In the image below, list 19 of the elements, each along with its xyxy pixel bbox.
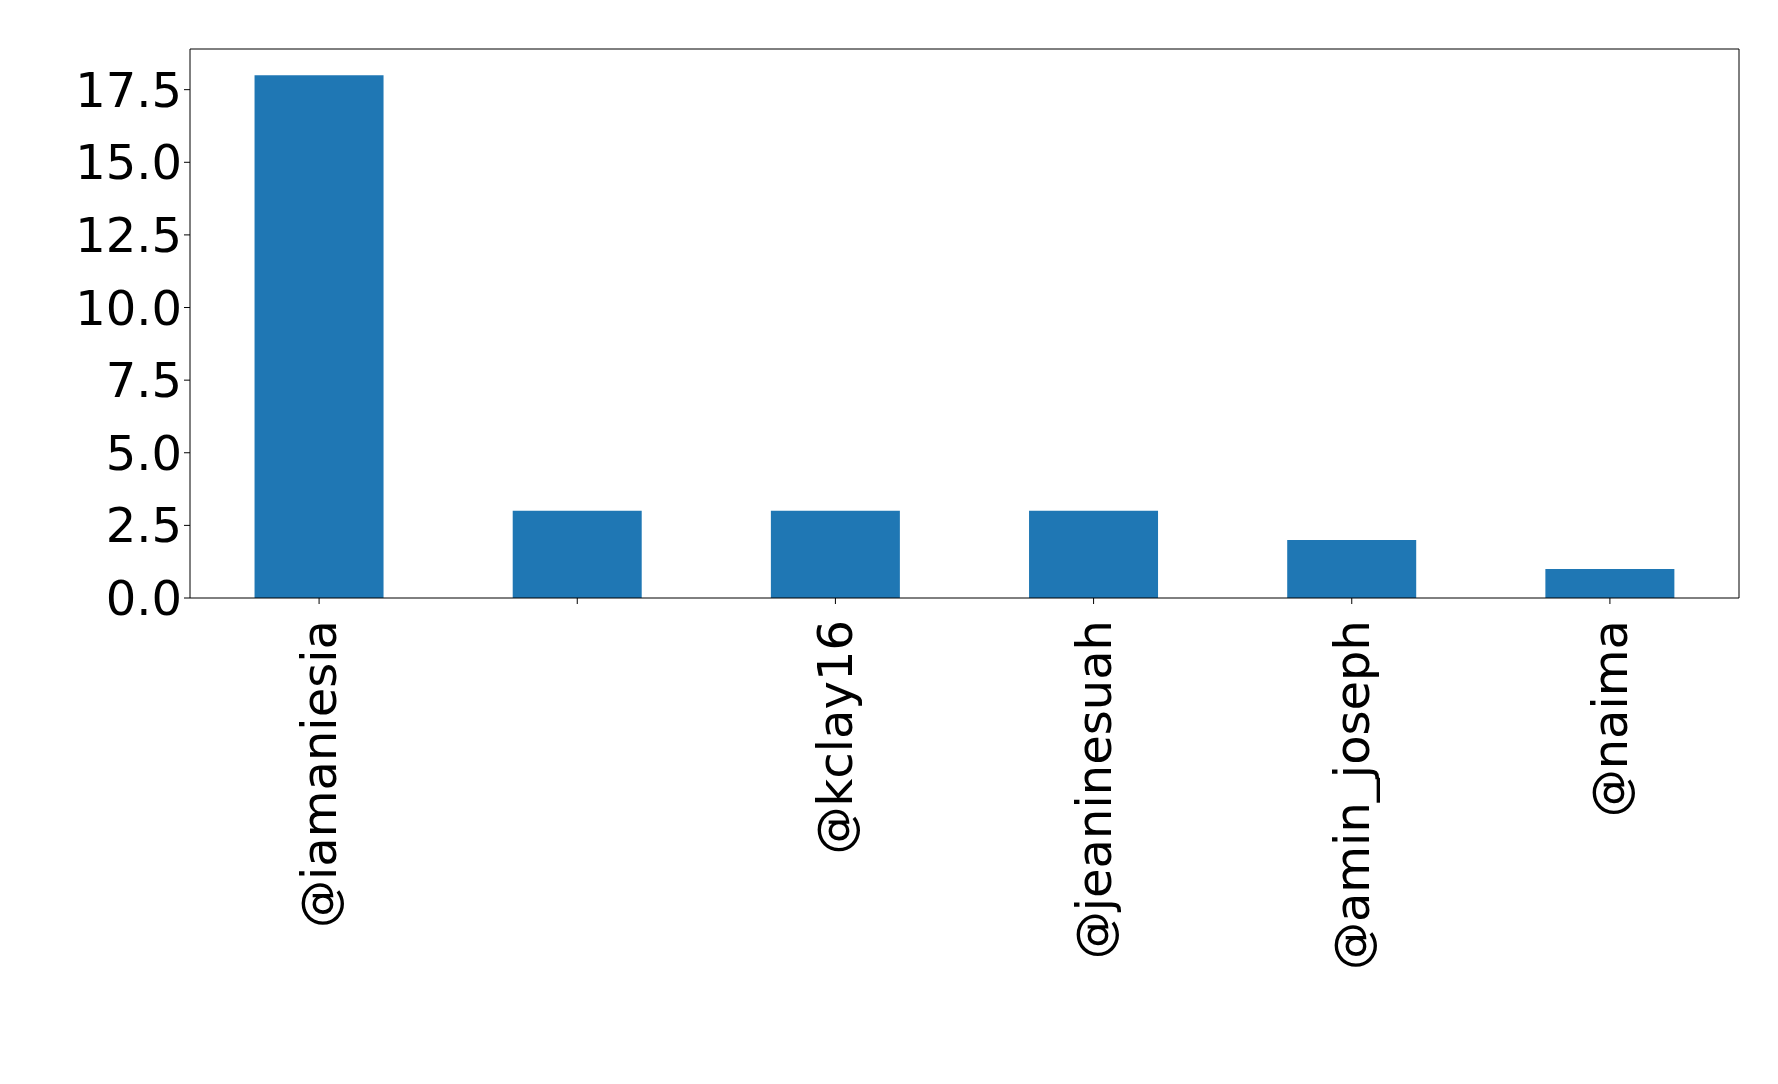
y-tick-label: 12.5 (75, 206, 182, 263)
bar (1545, 568, 1675, 598)
bar (1287, 539, 1417, 598)
y-tick-label: 15.0 (75, 134, 182, 191)
x-tick-label: @kclay16 (807, 620, 864, 855)
x-tick-label: @jeaninesuah (1065, 620, 1122, 960)
y-tick-label: 2.5 (105, 497, 182, 554)
x-tick-label: @naima (1581, 620, 1638, 818)
y-tick-label: 5.0 (105, 424, 182, 481)
bar (254, 75, 384, 598)
bar (770, 510, 900, 598)
y-tick-label: 7.5 (105, 352, 182, 409)
y-tick-label: 10.0 (75, 279, 182, 336)
bar (1029, 510, 1159, 598)
y-tick-label: 17.5 (75, 61, 182, 118)
y-tick-label: 0.0 (105, 570, 182, 627)
x-tick-label: @iamaniesia (291, 620, 348, 928)
x-tick-label: @amin_joseph (1323, 620, 1380, 971)
bar (512, 510, 642, 598)
